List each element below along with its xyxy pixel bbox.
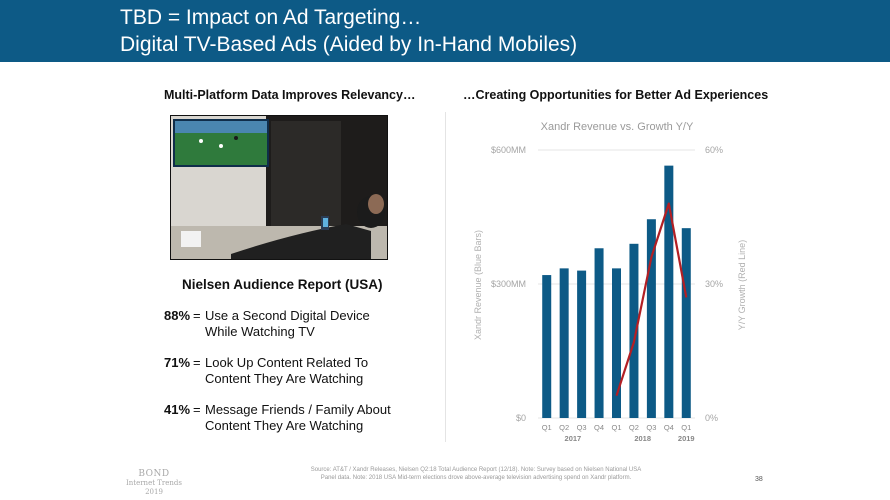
stat-item: 41% = Message Friends / Family About Conte…	[164, 402, 391, 434]
x-tick-label: Q3	[646, 423, 656, 432]
stat-text-line-1: Look Up Content Related To	[205, 355, 369, 370]
bond-logo-name: BOND	[138, 469, 170, 479]
stat-item: 88% = Use a Second Digital Device While Wa…	[164, 308, 370, 340]
bond-logo-year: 2019	[145, 488, 163, 496]
x-tick-label: Q2	[629, 423, 639, 432]
stat-text-line-2: While Watching TV	[205, 324, 315, 339]
photo-viewer-with-phone	[170, 115, 388, 260]
page-number: 38	[755, 476, 763, 483]
x-tick-label: Q1	[611, 423, 621, 432]
slide-title-line-2: Digital TV-Based Ads (Aided by In-Hand M…	[120, 33, 578, 56]
x-tick-label: Q4	[594, 423, 604, 432]
left-section-title: Multi-Platform Data Improves Relevancy…	[164, 88, 416, 102]
x-tick-label: Q4	[664, 423, 674, 432]
y-tick-label: $300MM	[491, 279, 526, 289]
y2-tick-label: 0%	[705, 413, 718, 423]
x-tick-label: Q1	[542, 423, 552, 432]
stat-text-line-1: Use a Second Digital Device	[205, 308, 370, 323]
y2-tick-label: 60%	[705, 145, 723, 155]
report-title: Nielsen Audience Report (USA)	[182, 277, 383, 292]
x-tick-label: Q3	[577, 423, 587, 432]
y2-tick-label: 30%	[705, 279, 723, 289]
stat-percent: 41%	[164, 402, 191, 417]
revenue-bar	[594, 248, 604, 418]
stat-item: 71% = Look Up Content Related To Content T…	[164, 355, 368, 387]
y-axis-label: Xandr Revenue (Blue Bars)	[473, 230, 483, 340]
slide-title-line-1: TBD = Impact on Ad Targeting…	[120, 6, 422, 29]
x-tick-label: Q1	[681, 423, 691, 432]
stat-percent: 88%	[164, 308, 191, 323]
revenue-bar	[681, 228, 691, 418]
column-divider	[445, 112, 446, 442]
header-banner: TBD = Impact on Ad Targeting… Digital TV…	[0, 0, 890, 62]
year-label: 2019	[678, 434, 695, 443]
revenue-bar	[559, 268, 569, 418]
stat-text-line-1: Message Friends / Family About	[205, 402, 391, 417]
year-label: 2017	[565, 434, 582, 443]
stat-equals: =	[193, 402, 201, 417]
revenue-bar	[577, 270, 587, 418]
y-tick-label: $600MM	[491, 145, 526, 155]
bond-logo-sub: Internet Trends	[125, 479, 182, 487]
stat-equals: =	[193, 308, 201, 323]
revenue-bar	[612, 268, 621, 418]
growth-line	[615, 202, 688, 397]
source-line-2: Panel data. Note: 2018 USA Mid-term elec…	[320, 475, 632, 481]
source-note: Source: AT&T / Xandr Releases, Nielsen Q…	[286, 466, 666, 482]
xandr-revenue-chart: Xandr Revenue vs. Growth Y/Y Xandr Reven…	[473, 121, 747, 443]
stat-percent: 71%	[164, 355, 191, 370]
right-section-title: …Creating Opportunities for Better Ad Ex…	[463, 88, 769, 102]
stat-text-line-2: Content They Are Watching	[205, 371, 364, 386]
y2-axis-label: Y/Y Growth (Red Line)	[737, 240, 747, 330]
revenue-bar	[542, 275, 552, 418]
x-tick-label: Q2	[559, 423, 569, 432]
revenue-bar	[646, 219, 656, 418]
stat-equals: =	[193, 355, 201, 370]
source-line-1: Source: AT&T / Xandr Releases, Nielsen Q…	[310, 467, 642, 473]
revenue-bar	[664, 165, 674, 418]
year-label: 2018	[634, 434, 651, 443]
y-tick-label: $0	[516, 413, 526, 423]
stat-text-line-2: Content They Are Watching	[205, 418, 364, 433]
bond-logo: BOND Internet Trends 2019	[122, 470, 186, 497]
revenue-bar	[629, 243, 639, 418]
chart-title: Xandr Revenue vs. Growth Y/Y	[541, 121, 694, 133]
